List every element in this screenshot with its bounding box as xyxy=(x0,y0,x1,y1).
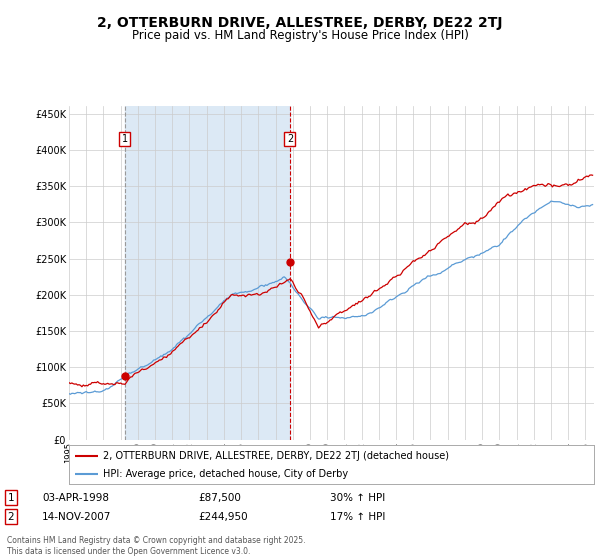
Text: 2, OTTERBURN DRIVE, ALLESTREE, DERBY, DE22 2TJ: 2, OTTERBURN DRIVE, ALLESTREE, DERBY, DE… xyxy=(97,16,503,30)
Text: HPI: Average price, detached house, City of Derby: HPI: Average price, detached house, City… xyxy=(103,469,348,479)
Text: £87,500: £87,500 xyxy=(198,493,241,503)
Text: 2, OTTERBURN DRIVE, ALLESTREE, DERBY, DE22 2TJ (detached house): 2, OTTERBURN DRIVE, ALLESTREE, DERBY, DE… xyxy=(103,451,449,461)
Text: 2: 2 xyxy=(287,134,293,144)
Text: 03-APR-1998: 03-APR-1998 xyxy=(42,493,109,503)
Text: £244,950: £244,950 xyxy=(198,512,248,522)
Text: 30% ↑ HPI: 30% ↑ HPI xyxy=(330,493,385,503)
Text: Price paid vs. HM Land Registry's House Price Index (HPI): Price paid vs. HM Land Registry's House … xyxy=(131,29,469,42)
Text: 14-NOV-2007: 14-NOV-2007 xyxy=(42,512,112,522)
Text: 2: 2 xyxy=(7,512,14,522)
Text: Contains HM Land Registry data © Crown copyright and database right 2025.
This d: Contains HM Land Registry data © Crown c… xyxy=(7,536,306,556)
Bar xyxy=(125,106,290,440)
Text: 1: 1 xyxy=(7,493,14,503)
Text: 1: 1 xyxy=(122,134,128,144)
Text: 17% ↑ HPI: 17% ↑ HPI xyxy=(330,512,385,522)
